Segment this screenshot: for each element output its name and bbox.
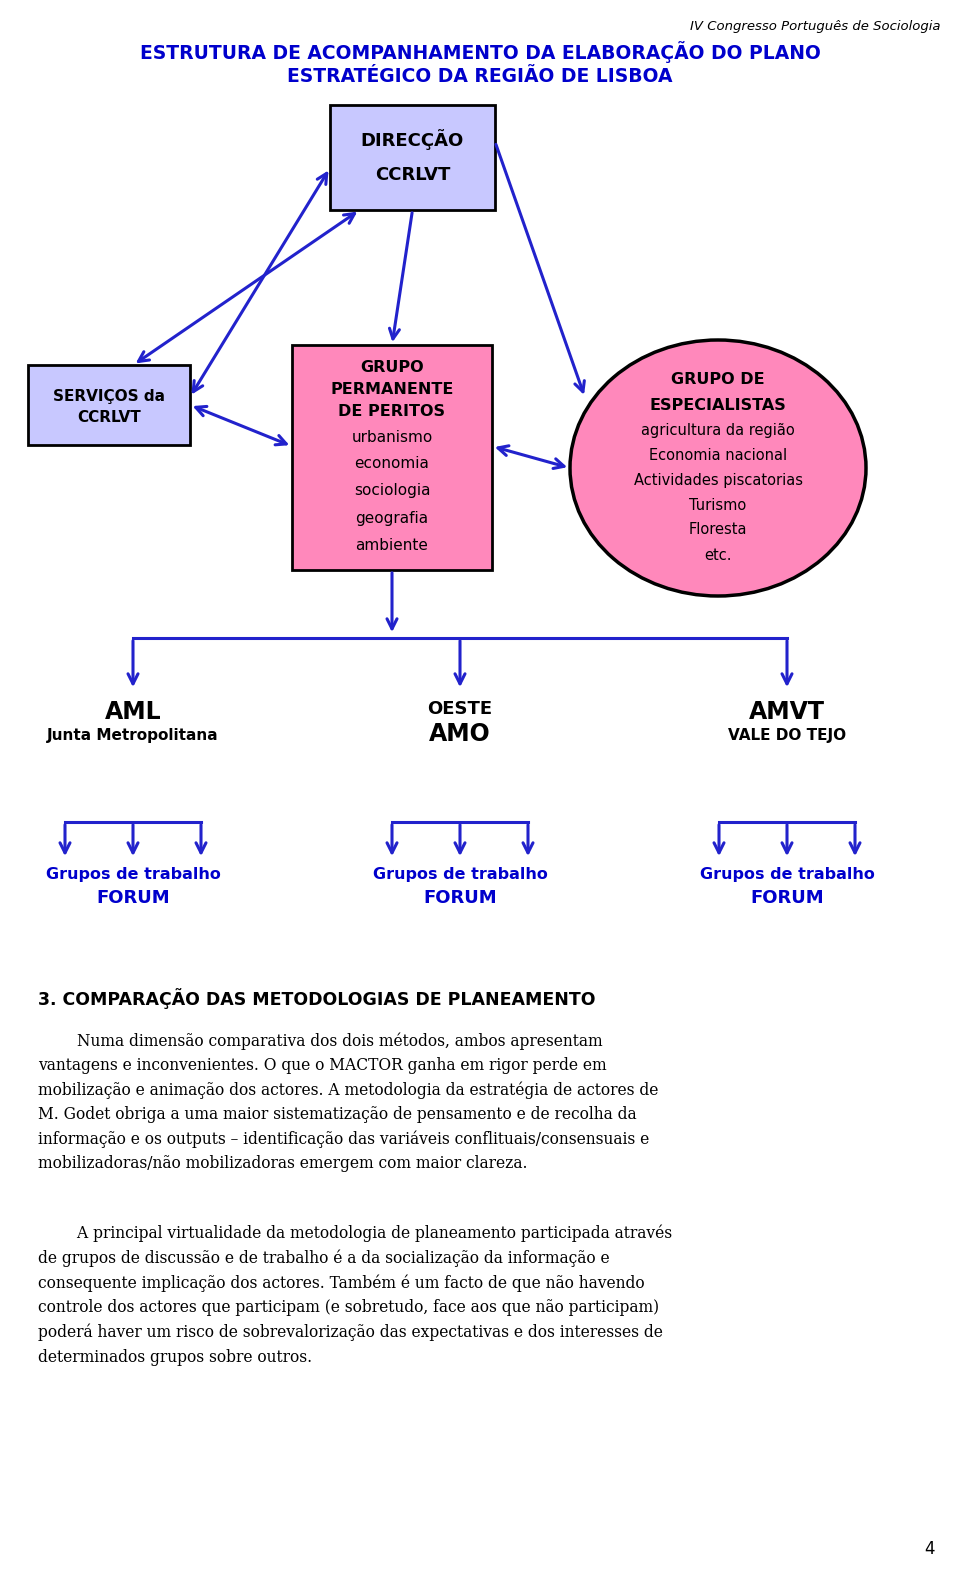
Text: Grupos de trabalho: Grupos de trabalho	[372, 867, 547, 883]
Text: GRUPO: GRUPO	[360, 360, 423, 374]
Text: 4: 4	[924, 1540, 935, 1558]
Text: OESTE: OESTE	[427, 699, 492, 718]
Text: ESTRUTURA DE ACOMPANHAMENTO DA ELABORAÇÃO DO PLANO: ESTRUTURA DE ACOMPANHAMENTO DA ELABORAÇÃ…	[139, 41, 821, 63]
Text: sociologia: sociologia	[353, 483, 430, 499]
Text: SERVIÇOS da: SERVIÇOS da	[53, 390, 165, 404]
Text: Junta Metropolitana: Junta Metropolitana	[47, 728, 219, 744]
Text: ambiente: ambiente	[355, 537, 428, 553]
Ellipse shape	[570, 339, 866, 595]
Text: 3. COMPARAÇÃO DAS METODOLOGIAS DE PLANEAMENTO: 3. COMPARAÇÃO DAS METODOLOGIAS DE PLANEA…	[38, 988, 595, 1009]
Text: Economia nacional: Economia nacional	[649, 447, 787, 463]
Text: urbanismo: urbanismo	[351, 429, 433, 445]
Text: CCRLVT: CCRLVT	[374, 166, 450, 185]
Text: agricultura da região: agricultura da região	[641, 423, 795, 437]
Text: DIRECÇÃO: DIRECÇÃO	[361, 129, 464, 150]
Text: Floresta: Floresta	[688, 523, 747, 537]
Text: AMO: AMO	[429, 722, 491, 745]
Text: ESPECIALISTAS: ESPECIALISTAS	[650, 398, 786, 412]
Text: AMVT: AMVT	[749, 699, 825, 725]
Text: Grupos de trabalho: Grupos de trabalho	[700, 867, 875, 883]
Text: IV Congresso Português de Sociologia: IV Congresso Português de Sociologia	[689, 21, 940, 33]
Text: Numa dimensão comparativa dos dois métodos, ambos apresentam
vantagens e inconve: Numa dimensão comparativa dos dois métod…	[38, 1033, 659, 1172]
Text: FORUM: FORUM	[750, 889, 824, 906]
Text: etc.: etc.	[705, 548, 732, 562]
Text: FORUM: FORUM	[96, 889, 170, 906]
Text: economia: economia	[354, 456, 429, 472]
Text: CCRLVT: CCRLVT	[77, 409, 141, 425]
Text: geografia: geografia	[355, 510, 428, 526]
FancyBboxPatch shape	[28, 365, 190, 445]
Text: DE PERITOS: DE PERITOS	[339, 404, 445, 418]
Text: Grupos de trabalho: Grupos de trabalho	[45, 867, 221, 883]
Text: PERMANENTE: PERMANENTE	[330, 382, 454, 396]
FancyBboxPatch shape	[292, 344, 492, 570]
Text: Turismo: Turismo	[689, 497, 747, 513]
Text: Actividades piscatorias: Actividades piscatorias	[634, 472, 803, 488]
Text: AML: AML	[105, 699, 161, 725]
Text: VALE DO TEJO: VALE DO TEJO	[728, 728, 846, 744]
FancyBboxPatch shape	[330, 104, 495, 210]
Text: ESTRATÉGICO DA REGIÃO DE LISBOA: ESTRATÉGICO DA REGIÃO DE LISBOA	[287, 66, 673, 85]
Text: A principal virtualidade da metodologia de planeamento participada através
de gr: A principal virtualidade da metodologia …	[38, 1225, 672, 1366]
Text: GRUPO DE: GRUPO DE	[671, 373, 765, 387]
Text: FORUM: FORUM	[423, 889, 497, 906]
